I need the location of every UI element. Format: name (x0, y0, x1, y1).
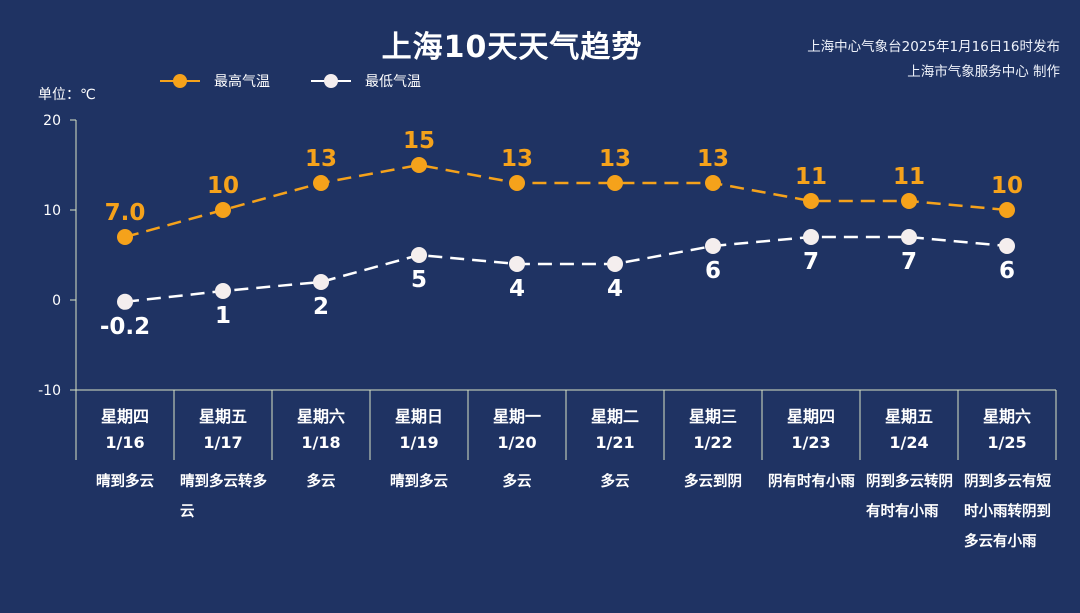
legend-low: 最低气温 (311, 71, 421, 91)
data-label: 11 (795, 164, 827, 190)
data-label: 13 (697, 146, 729, 172)
weather-description: 晴到多云转多云 (180, 474, 267, 520)
day-date: 1/20 (497, 433, 537, 452)
data-point (607, 256, 623, 272)
day-date: 1/21 (595, 433, 635, 452)
data-label: 1 (215, 303, 231, 329)
data-label: 10 (207, 173, 239, 199)
data-label: 10 (991, 173, 1023, 199)
day-date: 1/18 (301, 433, 341, 452)
data-label: 7 (803, 249, 819, 275)
day-of-week: 星期二 (590, 407, 639, 426)
day-column: 星期五 1/17 晴到多云转多云 (174, 390, 272, 527)
data-label: 7.0 (105, 200, 146, 226)
y-tick-label: -10 (38, 383, 61, 399)
data-point (509, 256, 525, 272)
day-of-week: 星期四 (100, 407, 149, 426)
data-point (117, 229, 133, 245)
day-date: 1/16 (105, 433, 145, 452)
data-point (607, 175, 623, 191)
day-column: 星期日 1/19 晴到多云 (370, 390, 468, 497)
data-label: 15 (403, 128, 435, 154)
weather-description: 阴到多云转阴有时有小雨 (866, 474, 953, 520)
day-column: 星期四 1/16 晴到多云 (76, 390, 174, 497)
day-column: 星期四 1/23 阴有时有小雨 (762, 390, 860, 497)
day-date: 1/22 (693, 433, 733, 452)
day-of-week: 星期日 (394, 407, 443, 426)
data-point (411, 157, 427, 173)
data-point (803, 193, 819, 209)
source-producer: 上海市气象服务中心 制作 (907, 64, 1060, 80)
legend-high-marker (160, 74, 200, 88)
data-point (999, 238, 1015, 254)
data-label: 2 (313, 294, 329, 320)
data-point (999, 202, 1015, 218)
data-point (411, 247, 427, 263)
data-point (705, 175, 721, 191)
data-label: 13 (305, 146, 337, 172)
y-tick-label: 20 (43, 113, 61, 129)
weather-description: 多云到阴 (684, 474, 742, 490)
source-issuer: 上海中心气象台2025年1月16日16时发布 (807, 39, 1060, 55)
data-label: 4 (607, 276, 623, 302)
day-column: 星期六 1/25 阴到多云有短时小雨转阴到多云有小雨 (958, 390, 1056, 557)
data-label: 5 (411, 267, 427, 293)
weather-description: 多云 (502, 474, 532, 490)
y-tick-label: 0 (52, 293, 61, 309)
day-column: 星期一 1/20 多云 (468, 390, 566, 497)
data-point (803, 229, 819, 245)
chart-title: 上海10天天气趋势 (381, 30, 643, 65)
legend-high-label: 最高气温 (214, 74, 270, 90)
weather-description: 晴到多云 (390, 474, 448, 490)
data-label: 6 (705, 258, 721, 284)
day-column: 星期二 1/21 多云 (566, 390, 664, 497)
day-of-week: 星期三 (688, 407, 737, 426)
weather-description: 阴到多云有短时小雨转阴到多云有小雨 (964, 474, 1051, 550)
day-date: 1/17 (203, 433, 243, 452)
data-label: 11 (893, 164, 925, 190)
weather-description: 多云 (600, 474, 630, 490)
data-point (313, 274, 329, 290)
legend-low-marker (311, 74, 351, 88)
data-point (705, 238, 721, 254)
day-of-week: 星期五 (884, 407, 933, 426)
series-line-high (124, 163, 1008, 239)
series-line-low (124, 235, 1008, 304)
data-point (215, 202, 231, 218)
day-column: 星期三 1/22 多云到阴 (664, 390, 762, 497)
legend-high: 最高气温 (160, 71, 270, 91)
weather-description: 多云 (306, 474, 336, 490)
data-label: -0.2 (100, 314, 150, 340)
day-column: 星期六 1/18 多云 (272, 390, 370, 497)
data-point (901, 229, 917, 245)
day-date: 1/23 (791, 433, 831, 452)
day-date: 1/19 (399, 433, 439, 452)
data-label: 13 (501, 146, 533, 172)
weather-description: 阴有时有小雨 (768, 474, 855, 490)
day-of-week: 星期六 (982, 407, 1031, 426)
data-point (313, 175, 329, 191)
data-point (901, 193, 917, 209)
data-point (509, 175, 525, 191)
data-point (215, 283, 231, 299)
unit-label: 单位：℃ (38, 87, 96, 103)
day-date: 1/24 (889, 433, 929, 452)
data-label: 4 (509, 276, 525, 302)
data-label: 7 (901, 249, 917, 275)
data-label: 13 (599, 146, 631, 172)
day-of-week: 星期一 (492, 407, 541, 426)
legend-low-label: 最低气温 (365, 74, 421, 90)
day-of-week: 星期六 (296, 407, 345, 426)
y-tick-label: 10 (43, 203, 61, 219)
day-of-week: 星期五 (198, 407, 247, 426)
data-label: 6 (999, 258, 1015, 284)
day-of-week: 星期四 (786, 407, 835, 426)
weather-description: 晴到多云 (96, 474, 154, 490)
day-date: 1/25 (987, 433, 1027, 452)
data-point (117, 293, 133, 310)
day-column: 星期五 1/24 阴到多云转阴有时有小雨 (860, 390, 958, 527)
